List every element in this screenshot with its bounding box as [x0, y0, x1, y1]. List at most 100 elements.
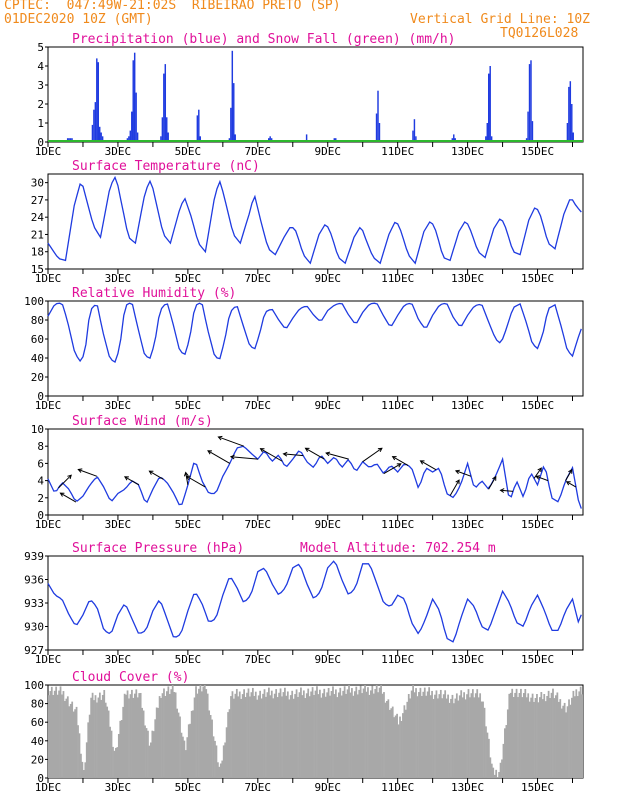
cloud-bar [565, 712, 567, 778]
panel-frame [47, 173, 584, 270]
cloud-bar [195, 686, 197, 778]
cloud-bar [569, 704, 572, 778]
cloud-bar [371, 685, 374, 778]
wind-arrowhead [391, 456, 397, 461]
cloud-bar [230, 696, 232, 778]
cloud-bar [177, 712, 180, 778]
cloud-bar [250, 692, 253, 778]
cloud-bar [285, 695, 288, 778]
cloud-bar [171, 685, 174, 778]
cloud-bar [386, 700, 388, 778]
cloud-bar [426, 691, 429, 778]
cloud-bar [525, 697, 528, 778]
cloud-bar [55, 686, 58, 778]
cloud-bar [212, 736, 215, 778]
precip-bar [566, 123, 569, 142]
precip-bar [569, 81, 572, 142]
cloud-bar [471, 689, 474, 778]
cloud-bar [292, 698, 295, 778]
day-label: 5DEC [175, 781, 202, 794]
cloud-bar [377, 692, 380, 778]
cloud-bar [320, 697, 323, 778]
cloud-bar [268, 687, 270, 778]
cloud-bar [384, 702, 387, 778]
cloud-bar [317, 694, 320, 778]
cloud-bar [59, 686, 62, 778]
cloud-bar [65, 698, 68, 778]
cloud-bar [251, 687, 254, 778]
cloud-bar [393, 717, 396, 778]
y-tick-label: 40 [31, 735, 44, 748]
y-tick-label: 4 [37, 60, 44, 73]
cloud-bar [147, 730, 149, 778]
precip-bar [568, 86, 570, 142]
day-label: 15DEC [521, 781, 554, 794]
cloud-bar [352, 695, 355, 778]
y-tick-label: 30 [31, 177, 44, 190]
cloud-bar [56, 694, 59, 778]
precip-bar [486, 123, 489, 142]
cloud-bar [415, 688, 417, 778]
cloud-bar [72, 711, 75, 778]
cloud-bar [509, 692, 512, 778]
y-tick-label: 933 [24, 597, 44, 610]
cloud-bar [541, 699, 544, 778]
cloud-bar [304, 698, 307, 778]
cloud-bar [372, 693, 375, 778]
cloud-bar [527, 693, 530, 778]
cloud-bar [383, 692, 385, 778]
cloud-bar [572, 690, 575, 778]
cloud-bar [180, 732, 183, 778]
cloud-bar [139, 692, 142, 778]
cloud-bar [555, 695, 557, 778]
cloud-bar [321, 693, 324, 778]
day-label: 15DEC [521, 145, 554, 158]
cloud-bar [291, 690, 294, 778]
cloud-bar [113, 750, 116, 778]
cloud-bar [106, 706, 109, 778]
day-label: 9DEC [314, 272, 341, 285]
panel-title: Surface Pressure (hPa) [72, 541, 244, 556]
cloud-bar [81, 761, 84, 778]
y-tick-label: 60 [31, 716, 44, 729]
cloud-bar [390, 708, 393, 778]
cloud-bar [489, 757, 492, 778]
cloud-bar [418, 692, 420, 778]
day-label: 1DEC [35, 272, 62, 285]
y-tick-label: 2 [37, 492, 44, 505]
day-label: 1DEC [35, 781, 62, 794]
wind-arrowhead [282, 451, 288, 457]
day-label: 7DEC [245, 518, 272, 531]
day-label: 11DEC [381, 518, 414, 531]
wind-arrow [218, 436, 244, 447]
precip-bar [488, 73, 490, 142]
wind-arrow [124, 476, 140, 486]
cloud-bar [533, 701, 535, 778]
cloud-bar [300, 687, 302, 778]
cloud-bar [61, 694, 63, 778]
panel-title: Surface Wind (m/s) [72, 414, 213, 429]
cloud-bar [98, 692, 101, 778]
wind-arrow [149, 470, 164, 480]
day-label: 9DEC [314, 781, 341, 794]
cloud-bar [367, 687, 369, 778]
wind-arrow [260, 448, 283, 462]
cloud-bar [530, 697, 533, 778]
cloud-bar [387, 699, 390, 778]
cloud-bar [286, 691, 289, 778]
cloud-bar [504, 728, 506, 778]
cloud-bar [80, 753, 82, 778]
cloud-bar [448, 702, 451, 778]
header-model-code: TQ0126L028 [500, 26, 579, 41]
cloud-bar [289, 695, 292, 778]
y-tick-label: 930 [24, 621, 44, 634]
cloud-bar [505, 725, 508, 778]
cloud-bar [374, 689, 377, 778]
precip-bar [94, 102, 97, 142]
day-label: 11DEC [381, 781, 414, 794]
cloud-bar [470, 693, 473, 778]
precip-bar [93, 109, 95, 142]
precip-bar [166, 117, 168, 142]
cloud-bar [214, 740, 216, 778]
precip-bar [132, 60, 134, 142]
